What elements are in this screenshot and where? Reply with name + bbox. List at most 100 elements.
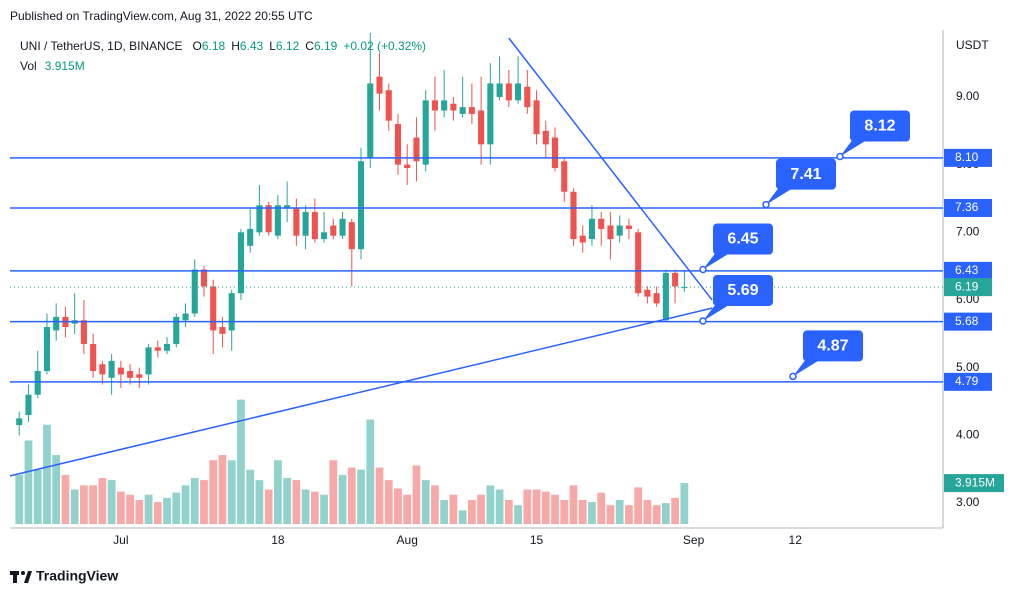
- candle-body: [330, 225, 337, 236]
- candle-body: [274, 205, 281, 236]
- candle-body: [43, 327, 50, 372]
- candle-body: [367, 83, 374, 158]
- legend-line: UNI / TetherUS, 1D, BINANCE O6.18 H6.43 L6.…: [20, 39, 426, 53]
- volume-bar: [661, 503, 670, 524]
- candle-body: [413, 137, 420, 162]
- callout-anchor: [699, 317, 707, 325]
- candle-body: [542, 130, 549, 145]
- volume-bar: [541, 491, 550, 524]
- volume-bar: [70, 489, 79, 524]
- callout-label: 5.69: [727, 282, 758, 299]
- volume-bar: [421, 480, 430, 524]
- volume-bar: [412, 465, 421, 524]
- candle-body: [284, 205, 291, 209]
- volume-bar: [274, 460, 282, 524]
- volume-bar: [615, 499, 624, 524]
- axis-unit: USDT: [956, 38, 989, 52]
- volume-bar: [33, 469, 42, 524]
- candle-body: [339, 218, 346, 236]
- y-tick-label: 9.00: [956, 89, 980, 103]
- volume-bar: [89, 485, 98, 524]
- candle-body: [219, 327, 226, 334]
- volume-bar: [680, 483, 689, 524]
- candle-body: [644, 289, 651, 297]
- callout-label: 6.45: [727, 231, 758, 248]
- y-tick-label: 4.00: [956, 427, 980, 441]
- volume-bar: [126, 494, 134, 524]
- volume-bar: [338, 474, 347, 524]
- volume-bar: [163, 497, 171, 524]
- ohlc-label: L: [269, 39, 276, 53]
- symbol: UNI / TetherUS, 1D, BINANCE: [20, 39, 183, 53]
- callout-box: [713, 223, 773, 255]
- volume-bar: [218, 455, 227, 524]
- candle-body: [302, 212, 309, 236]
- volume-bar: [588, 502, 596, 524]
- callout-anchor: [789, 372, 797, 381]
- callout-anchor: [762, 200, 770, 209]
- callout-label: 7.41: [790, 166, 821, 183]
- candle-body: [293, 208, 300, 236]
- brand-text: TradingView: [36, 568, 118, 584]
- volume-bar: [523, 489, 532, 524]
- candle-body: [154, 347, 161, 351]
- trendline: [508, 37, 713, 301]
- candle-body: [487, 83, 494, 145]
- level-axis-label: 8.10: [955, 150, 979, 164]
- logo-shape: [13, 571, 17, 583]
- candle-body: [579, 235, 586, 243]
- volume-bar: [477, 494, 485, 524]
- candle-body: [672, 272, 679, 287]
- candle-body: [321, 232, 328, 240]
- volume-bar: [301, 489, 310, 524]
- candle-body: [16, 418, 23, 426]
- trendline: [9, 307, 713, 477]
- published-note: Published on TradingView.com, Aug 31, 20…: [10, 9, 313, 23]
- candle-body: [653, 293, 660, 304]
- volume-bar: [172, 492, 181, 524]
- volume-bar: [24, 440, 33, 524]
- candle-body: [376, 76, 383, 94]
- candle-body: [163, 343, 171, 351]
- volume-bar: [209, 460, 218, 524]
- volume-bar: [569, 485, 578, 524]
- candle-body: [25, 394, 32, 416]
- callout-tail: [840, 140, 866, 157]
- y-tick-label: 3.00: [956, 495, 980, 509]
- candle-body: [598, 218, 605, 229]
- volume-bar: [227, 460, 236, 524]
- volume-bar: [514, 505, 522, 524]
- candle-body: [237, 232, 244, 294]
- close-value: 6.19: [314, 39, 338, 53]
- candle-body: [173, 316, 180, 344]
- volume-bar: [98, 478, 107, 524]
- candle-body: [588, 218, 596, 240]
- callout-box: [713, 274, 773, 306]
- volume-bar: [394, 488, 402, 524]
- volume-bar: [384, 480, 393, 524]
- candle-body: [441, 100, 448, 111]
- callout-anchor: [836, 152, 844, 161]
- callout-box: [776, 158, 836, 190]
- callout-anchor: [699, 265, 707, 274]
- candle-body: [385, 90, 392, 121]
- volume-bar: [597, 492, 606, 524]
- candle-body: [394, 124, 402, 165]
- candle-body: [228, 293, 235, 331]
- volume-bar: [107, 480, 116, 524]
- volume-axis-box: [944, 474, 1004, 493]
- y-tick-label: 7.00: [956, 224, 980, 238]
- overlay: 8.12 7.41 6.45 5.69 4.87: [9, 37, 943, 477]
- candle-body: [191, 269, 198, 314]
- candle-body: [99, 364, 106, 375]
- volume-bar: [135, 499, 144, 524]
- volume-bar: [431, 485, 439, 524]
- volume-bar: [181, 485, 190, 524]
- level-axis-box: [944, 312, 992, 331]
- candle-body: [404, 164, 411, 169]
- volume-bar: [366, 419, 375, 524]
- volume-bar: [283, 478, 292, 524]
- level-axis-label: 5.68: [955, 314, 979, 328]
- plot-area: [15, 32, 689, 524]
